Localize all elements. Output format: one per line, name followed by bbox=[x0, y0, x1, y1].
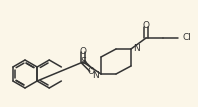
Text: Cl: Cl bbox=[183, 33, 192, 42]
Text: S: S bbox=[80, 57, 86, 66]
Text: O: O bbox=[143, 21, 149, 30]
Text: N: N bbox=[92, 71, 99, 80]
Text: O: O bbox=[80, 47, 87, 56]
Text: N: N bbox=[133, 44, 140, 53]
Text: O: O bbox=[88, 66, 94, 76]
